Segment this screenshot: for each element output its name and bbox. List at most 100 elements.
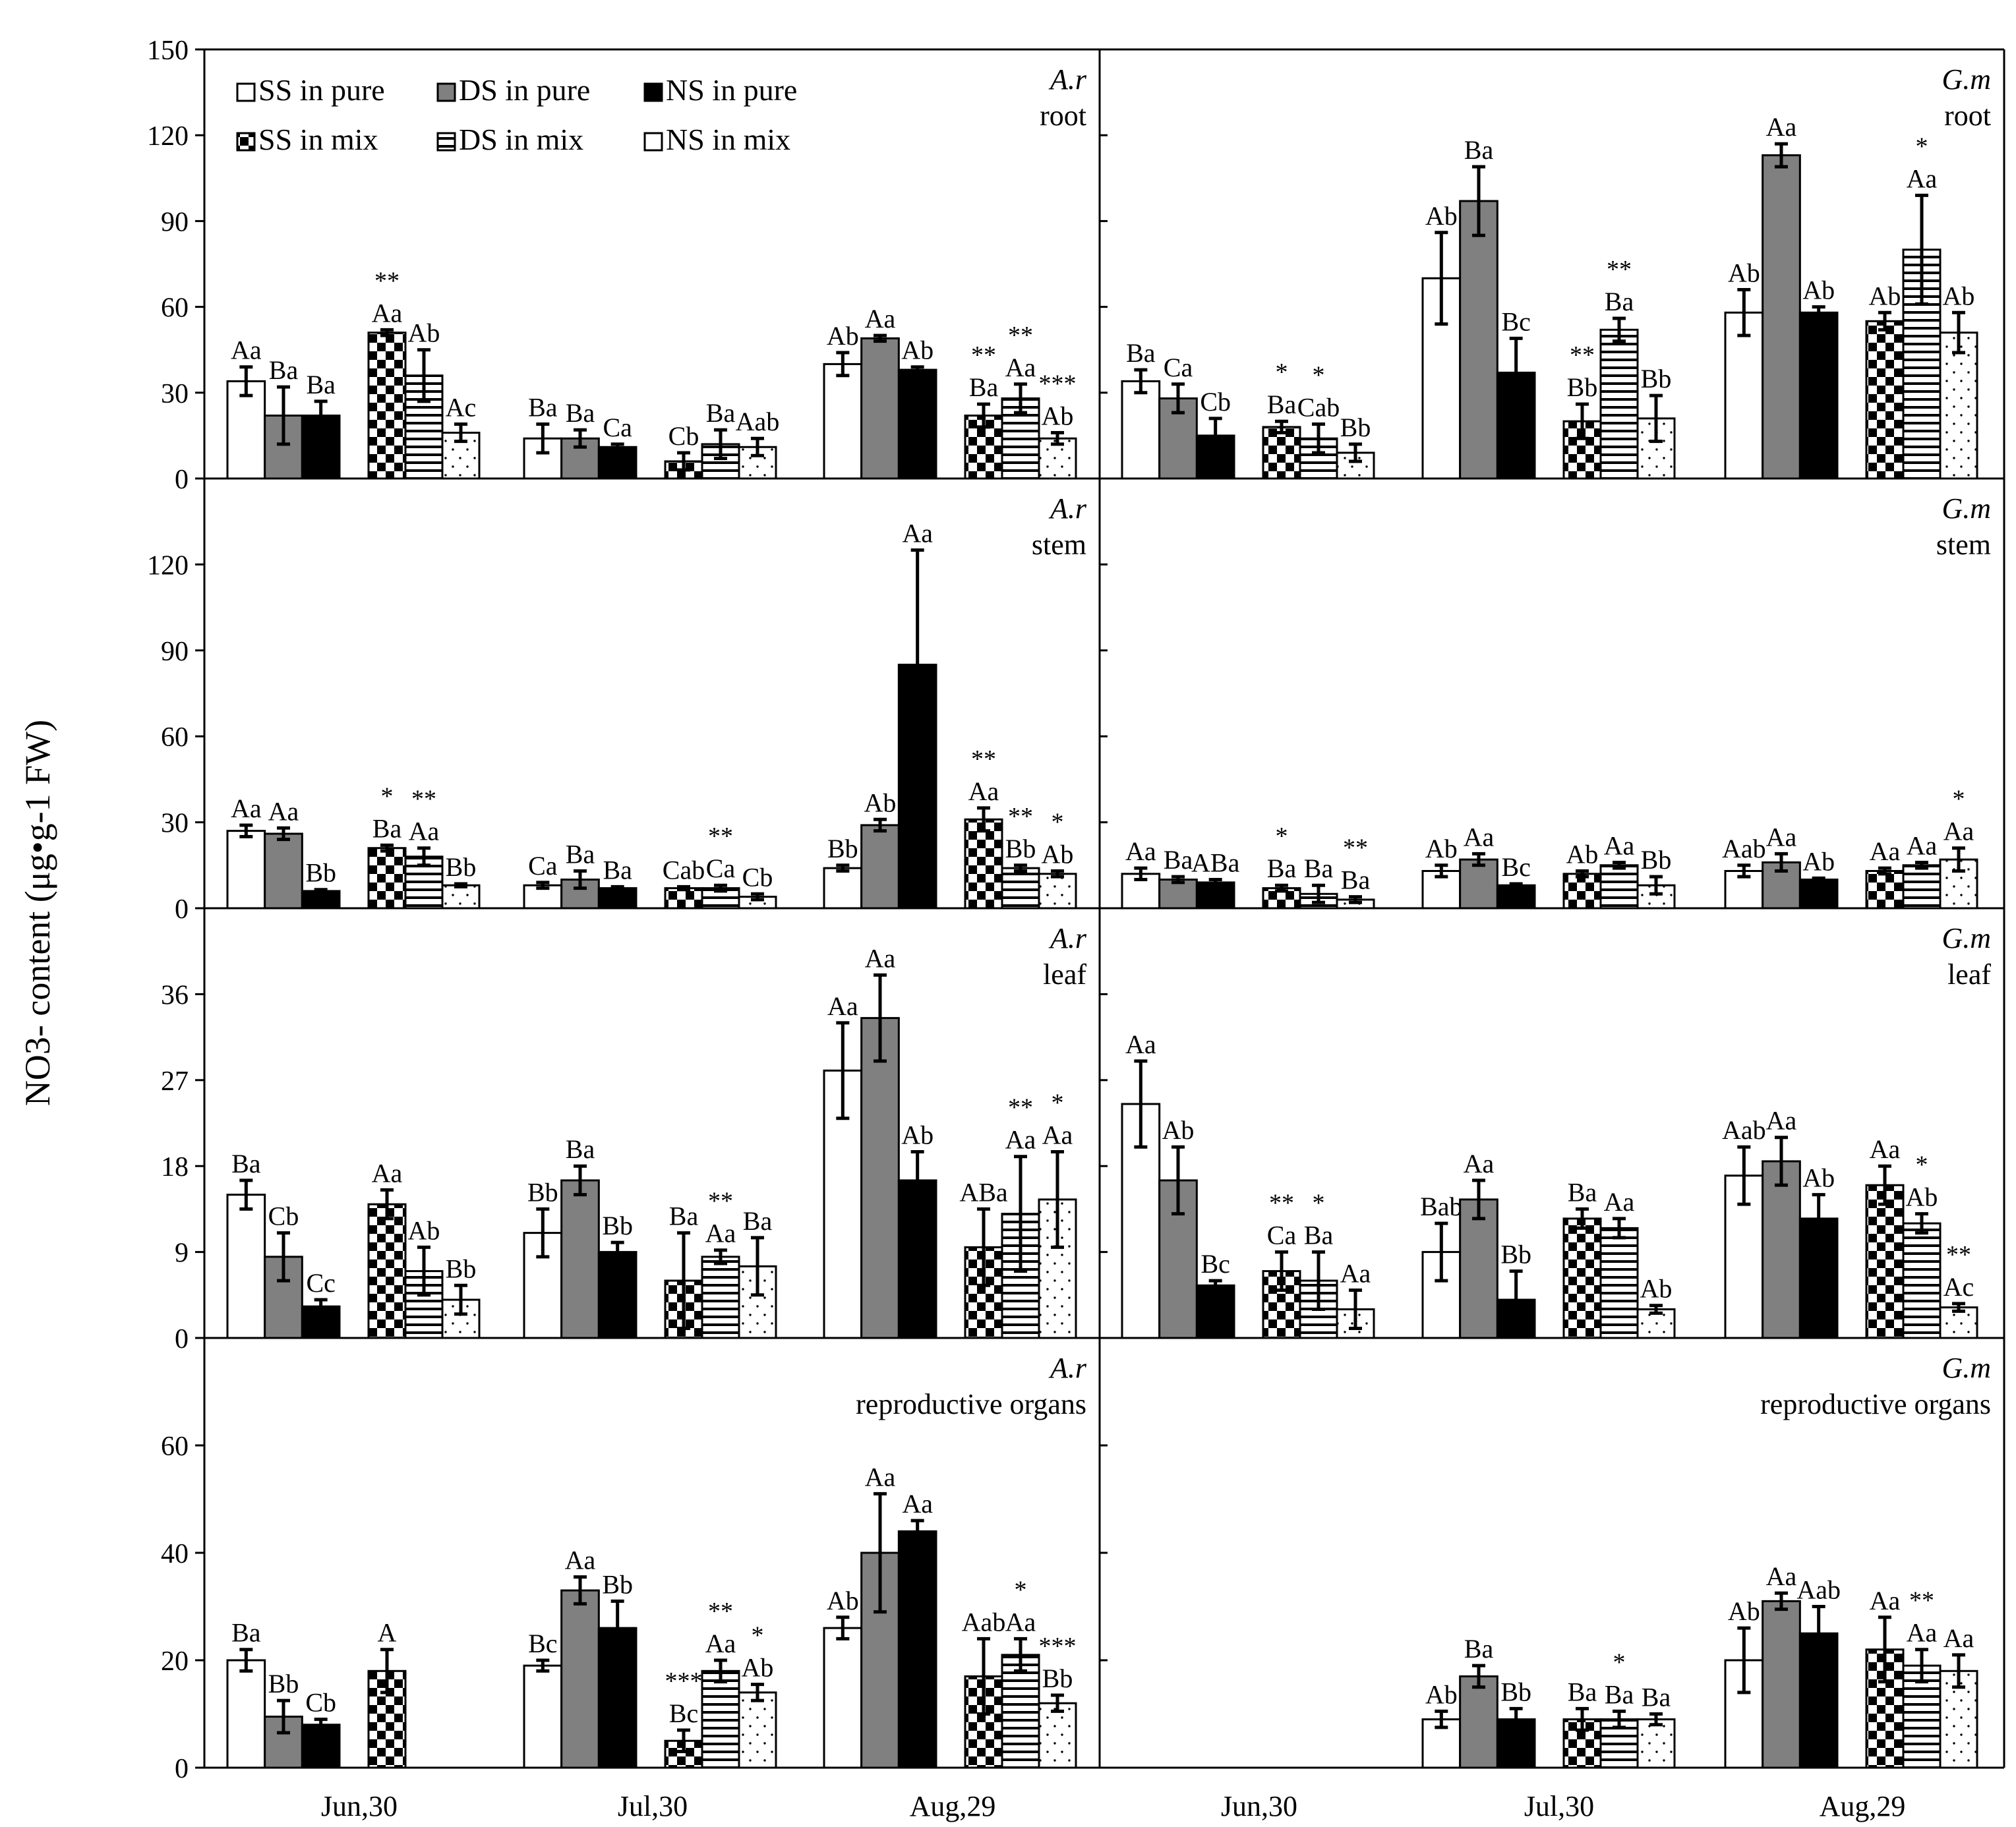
significance-letter: Bb — [602, 1569, 633, 1599]
panel-species-label: G.m — [1942, 922, 1991, 954]
significance-star: * — [1276, 359, 1288, 386]
significance-letter: Ab — [1728, 1596, 1760, 1626]
bar-ds-in-pure — [1459, 1675, 1498, 1769]
significance-star: * — [752, 1622, 764, 1650]
bar-ss-in-mix — [1865, 869, 1905, 910]
panel-frame — [203, 48, 2005, 1769]
significance-letter: Ab — [1906, 1182, 1938, 1212]
significance-letter: Aa — [1042, 1120, 1073, 1149]
significance-letter: Ab — [1162, 1115, 1195, 1145]
significance-letter: Aa — [1907, 830, 1938, 860]
significance-letter: Ab — [1943, 281, 1975, 310]
panel-organ-label: leaf — [1043, 958, 1086, 991]
significance-star: * — [1313, 362, 1325, 390]
significance-letter: Bb — [1567, 372, 1598, 402]
y-tick-label: 20 — [161, 1646, 189, 1677]
y-tick-label: 90 — [161, 207, 189, 237]
significance-star: * — [1052, 808, 1064, 836]
bar-ss-in-mix — [1865, 1184, 1905, 1339]
significance-letter: Ba — [566, 1134, 595, 1164]
significance-letter: Ba — [603, 855, 632, 884]
bar-ss-in-mix — [1865, 320, 1905, 480]
panel-organ-label: reproductive organs — [856, 1388, 1086, 1420]
significance-letter: Ca — [528, 851, 558, 881]
bar-ds-in-pure — [1762, 1160, 1801, 1339]
bar-ss-in-mix — [367, 847, 407, 910]
significance-letter: Ab — [901, 1120, 934, 1149]
significance-letter: Bb — [446, 1254, 477, 1283]
significance-letter: ABa — [1191, 848, 1240, 878]
significance-letter: Aa — [1766, 112, 1797, 142]
bar-ds-in-pure — [1459, 858, 1498, 910]
significance-letter: Bb — [446, 852, 477, 882]
legend-item-ds-pure: DS in pure — [436, 73, 590, 107]
y-axis-label: NO3- content (μg•g-1 FW) — [18, 720, 57, 1106]
bar-ds-in-mix — [701, 1669, 740, 1769]
significance-letter: Cb — [742, 862, 773, 892]
panel-organ-label: reproductive organs — [1760, 1388, 1991, 1420]
significance-letter: Aa — [968, 776, 999, 806]
bar-ss-in-pure — [523, 1664, 563, 1769]
significance-letter: Aa — [1870, 836, 1901, 866]
bar-ns-in-pure — [897, 1530, 937, 1769]
bar-ns-in-pure — [1195, 1284, 1235, 1339]
significance-letter: Ab — [1566, 839, 1599, 869]
significance-letter: Ab — [827, 321, 859, 351]
significance-letter: Cb — [305, 1688, 336, 1718]
legend-item-ss-pure: SS in pure — [236, 73, 385, 107]
significance-letter: Ac — [446, 393, 477, 422]
panel-species-label: A.r — [1048, 922, 1087, 954]
significance-letter: Ba — [1267, 854, 1297, 883]
y-tick-label: 9 — [175, 1238, 189, 1269]
bar-ss-in-pure — [823, 867, 863, 910]
significance-letter: Bb — [1500, 1677, 1531, 1706]
significance-letter: Ab — [1802, 276, 1835, 305]
significance-star: ** — [411, 786, 436, 813]
significance-letter: Aa — [1943, 817, 1974, 846]
significance-letter: Ab — [1425, 834, 1458, 863]
legend-label-ds-mix: DS in mix — [459, 123, 583, 156]
bar-ns-in-mix — [1939, 332, 1978, 480]
x-tick-left-1: Jun,30 — [321, 1790, 398, 1822]
significance-letter: Ab — [1425, 1679, 1458, 1709]
y-tick-label: 27 — [161, 1066, 189, 1097]
significance-letter: Cab — [663, 855, 705, 884]
significance-letter: Ba — [566, 398, 595, 428]
bar-ds-in-pure — [1459, 200, 1498, 480]
significance-letter: Ba — [306, 370, 336, 399]
significance-letter: Ba — [1304, 1221, 1334, 1250]
significance-star: * — [1613, 1648, 1626, 1676]
bar-ds-in-mix — [1902, 864, 1942, 910]
bar-ds-in-mix — [1001, 867, 1040, 910]
significance-letter: Ba — [231, 1618, 261, 1648]
bar-ds-in-mix — [1599, 864, 1639, 910]
significance-letter: Ba — [969, 372, 999, 402]
legend-label-ns-mix: NS in mix — [666, 123, 790, 156]
panel-organ-label: root — [1040, 100, 1086, 132]
significance-letter: Ba — [1304, 854, 1334, 883]
significance-letter: Aa — [1943, 1623, 1974, 1653]
y-tick-label: 36 — [161, 980, 189, 1010]
significance-letter: Aa — [1340, 1259, 1371, 1289]
panel-organ-label: root — [1944, 100, 1991, 132]
significance-star: ** — [708, 823, 733, 850]
significance-letter: Aa — [1005, 1125, 1036, 1155]
legend-swatch-ds-mix — [436, 132, 456, 152]
significance-letter: Aa — [1766, 1106, 1797, 1136]
y-tick-label: 0 — [175, 1324, 189, 1354]
significance-letter: Ba — [1605, 1679, 1634, 1709]
significance-letter: Aa — [1125, 836, 1156, 866]
significance-star: * — [1953, 786, 1965, 813]
bar-ss-in-pure — [1121, 380, 1161, 480]
significance-letter: Ca — [1267, 1221, 1297, 1250]
significance-letter: Ca — [1164, 353, 1193, 382]
significance-letter: Ba — [669, 1202, 699, 1231]
significance-letter: Aa — [1604, 830, 1635, 860]
significance-letter: Aa — [409, 817, 440, 846]
